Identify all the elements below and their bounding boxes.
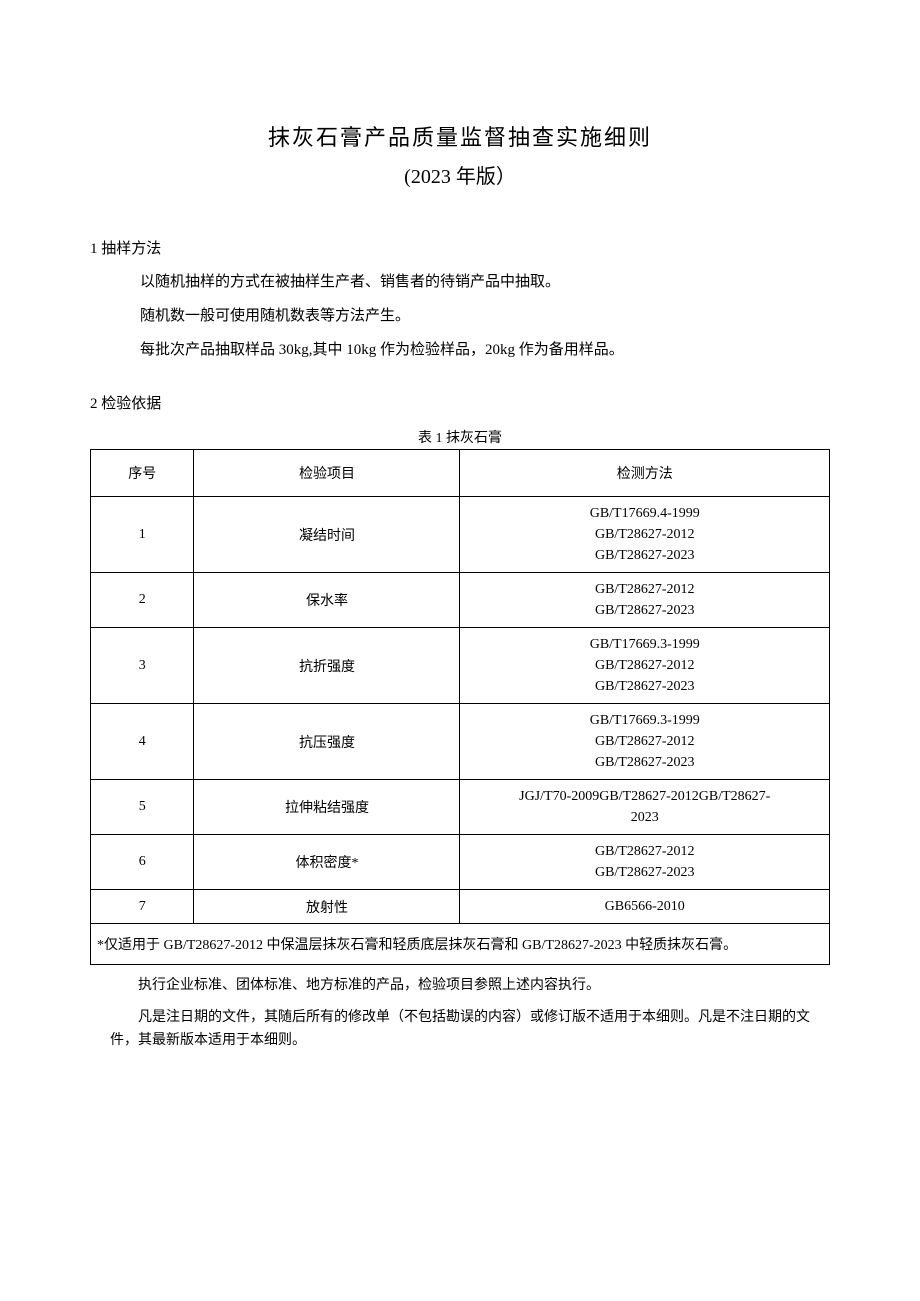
- cell-method: JGJ/T70-2009GB/T28627-2012GB/T28627-2023: [460, 780, 830, 835]
- section-1-header: 1 抽样方法: [90, 237, 830, 258]
- cell-seq: 7: [91, 890, 194, 924]
- table-caption: 表 1 抹灰石膏: [90, 427, 830, 447]
- cell-method: GB/T17669.3-1999GB/T28627-2012GB/T28627-…: [460, 704, 830, 780]
- method-line: GB/T28627-2012: [464, 524, 825, 545]
- method-line: GB/T17669.3-1999: [464, 710, 825, 731]
- cell-seq: 3: [91, 628, 194, 704]
- method-line: GB6566-2010: [464, 896, 825, 917]
- cell-method: GB/T28627-2012GB/T28627-2023: [460, 835, 830, 890]
- method-line: GB/T28627-2023: [464, 676, 825, 697]
- table-row: 3抗折强度GB/T17669.3-1999GB/T28627-2012GB/T2…: [91, 628, 830, 704]
- method-line: JGJ/T70-2009GB/T28627-2012GB/T28627-: [464, 786, 825, 807]
- cell-item: 拉伸粘结强度: [194, 780, 460, 835]
- cell-seq: 5: [91, 780, 194, 835]
- cell-method: GB/T17669.3-1999GB/T28627-2012GB/T28627-…: [460, 628, 830, 704]
- after-note-1: 执行企业标准、团体标准、地方标准的产品，检验项目参照上述内容执行。: [90, 975, 830, 997]
- cell-item: 保水率: [194, 573, 460, 628]
- table-footnote: *仅适用于 GB/T28627-2012 中保温层抹灰石膏和轻质底层抹灰石膏和 …: [91, 924, 830, 965]
- table-footnote-row: *仅适用于 GB/T28627-2012 中保温层抹灰石膏和轻质底层抹灰石膏和 …: [91, 924, 830, 965]
- method-line: GB/T28627-2012: [464, 655, 825, 676]
- section-1-p1: 以随机抽样的方式在被抽样生产者、销售者的待销产品中抽取。: [90, 270, 830, 294]
- document-subtitle: (2023 年版）: [90, 160, 830, 189]
- method-line: GB/T28627-2023: [464, 752, 825, 773]
- col-header-item: 检验项目: [194, 450, 460, 497]
- cell-item: 放射性: [194, 890, 460, 924]
- method-line: GB/T28627-2012: [464, 731, 825, 752]
- table-row: 1凝结时间GB/T17669.4-1999GB/T28627-2012GB/T2…: [91, 497, 830, 573]
- section-1-p2: 随机数一般可使用随机数表等方法产生。: [90, 304, 830, 328]
- table-row: 7放射性GB6566-2010: [91, 890, 830, 924]
- cell-item: 凝结时间: [194, 497, 460, 573]
- table-row: 6体积密度*GB/T28627-2012GB/T28627-2023: [91, 835, 830, 890]
- method-line: GB/T17669.4-1999: [464, 503, 825, 524]
- inspection-table: 序号 检验项目 检测方法 1凝结时间GB/T17669.4-1999GB/T28…: [90, 449, 830, 965]
- cell-method: GB6566-2010: [460, 890, 830, 924]
- cell-seq: 2: [91, 573, 194, 628]
- cell-seq: 1: [91, 497, 194, 573]
- table-row: 5拉伸粘结强度JGJ/T70-2009GB/T28627-2012GB/T286…: [91, 780, 830, 835]
- table-header-row: 序号 检验项目 检测方法: [91, 450, 830, 497]
- col-header-seq: 序号: [91, 450, 194, 497]
- cell-method: GB/T28627-2012GB/T28627-2023: [460, 573, 830, 628]
- cell-item: 体积密度*: [194, 835, 460, 890]
- method-line: GB/T28627-2012: [464, 841, 825, 862]
- method-line: GB/T28627-2023: [464, 862, 825, 883]
- document-page: 抹灰石膏产品质量监督抽查实施细则 (2023 年版） 1 抽样方法 以随机抽样的…: [0, 0, 920, 1116]
- col-header-method: 检测方法: [460, 450, 830, 497]
- cell-seq: 6: [91, 835, 194, 890]
- method-line: GB/T28627-2012: [464, 579, 825, 600]
- cell-item: 抗压强度: [194, 704, 460, 780]
- table-row: 2保水率GB/T28627-2012GB/T28627-2023: [91, 573, 830, 628]
- method-line: 2023: [464, 807, 825, 828]
- method-line: GB/T17669.3-1999: [464, 634, 825, 655]
- after-note-2: 凡是注日期的文件，其随后所有的修改单（不包括勘误的内容）或修订版不适用于本细则。…: [90, 1007, 830, 1052]
- section-1-p3: 每批次产品抽取样品 30kg,其中 10kg 作为检验样品，20kg 作为备用样…: [90, 338, 830, 362]
- cell-method: GB/T17669.4-1999GB/T28627-2012GB/T28627-…: [460, 497, 830, 573]
- cell-seq: 4: [91, 704, 194, 780]
- table-row: 4抗压强度GB/T17669.3-1999GB/T28627-2012GB/T2…: [91, 704, 830, 780]
- cell-item: 抗折强度: [194, 628, 460, 704]
- document-title: 抹灰石膏产品质量监督抽查实施细则: [90, 120, 830, 152]
- method-line: GB/T28627-2023: [464, 600, 825, 621]
- section-2-header: 2 检验依据: [90, 392, 830, 413]
- method-line: GB/T28627-2023: [464, 545, 825, 566]
